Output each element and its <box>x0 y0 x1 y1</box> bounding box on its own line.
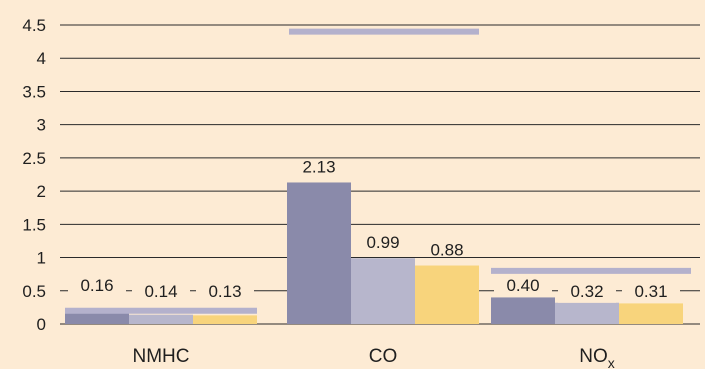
data-label-bg-no-3 <box>622 280 680 303</box>
bar-nmhc-series-1 <box>65 313 129 324</box>
bar-co-series-1 <box>287 182 351 324</box>
bar-no-series-2 <box>555 302 619 324</box>
y-tick-label-0: 0 <box>37 315 46 334</box>
bar-no-series-1 <box>491 297 555 324</box>
bar-no-series-3 <box>619 303 683 324</box>
y-tick-label-9: 4.5 <box>22 16 46 35</box>
reference-lines <box>65 28 691 314</box>
data-labels: 0.16 0.14 0.13 2.13 0.99 0.88 0.40 0.32 0.31 <box>68 157 680 303</box>
category-label-no: NOx <box>579 346 615 369</box>
y-tick-label-7: 3.5 <box>22 82 46 101</box>
y-tick-label-5: 2.5 <box>22 149 46 168</box>
data-label-bg-no-1 <box>494 274 552 297</box>
x-axis-category-labels: NMHC CO NOx <box>133 346 615 369</box>
data-label-no-1: 0.40 <box>506 276 539 295</box>
category-subscript-no: x <box>608 355 615 369</box>
data-label-co-3: 0.88 <box>430 241 463 260</box>
data-label-bg-nmhc-1 <box>68 274 126 297</box>
data-label-co-2: 0.99 <box>366 233 399 252</box>
bars <box>65 182 683 324</box>
category-label-co: CO <box>369 346 398 367</box>
bar-co-series-2 <box>351 258 415 324</box>
bar-nmhc-series-3 <box>193 315 257 324</box>
data-label-bg-no-2 <box>558 280 616 303</box>
data-label-bg-nmhc-3 <box>196 280 254 303</box>
data-label-bg-nmhc-2 <box>132 280 190 303</box>
data-label-co-1: 2.13 <box>302 157 335 176</box>
bar-co-series-3 <box>415 265 479 324</box>
y-tick-label-6: 3 <box>37 116 46 135</box>
data-label-no-3: 0.31 <box>634 282 667 301</box>
data-label-nmhc-3: 0.13 <box>208 282 241 301</box>
y-tick-label-8: 4 <box>37 49 46 68</box>
data-label-nmhc-1: 0.16 <box>80 276 113 295</box>
bar-nmhc-series-2 <box>129 314 193 324</box>
data-label-no-2: 0.32 <box>570 282 603 301</box>
y-tick-label-1: 0.5 <box>22 282 46 301</box>
y-tick-label-2: 1 <box>37 249 46 268</box>
y-tick-label-3: 1.5 <box>22 215 46 234</box>
y-axis-tick-labels: 0 0.5 1 1.5 2 2.5 3 3.5 4 4.5 <box>22 16 46 334</box>
category-label-nmhc: NMHC <box>133 346 190 367</box>
y-tick-label-4: 2 <box>37 182 46 201</box>
data-label-nmhc-2: 0.14 <box>144 282 177 301</box>
